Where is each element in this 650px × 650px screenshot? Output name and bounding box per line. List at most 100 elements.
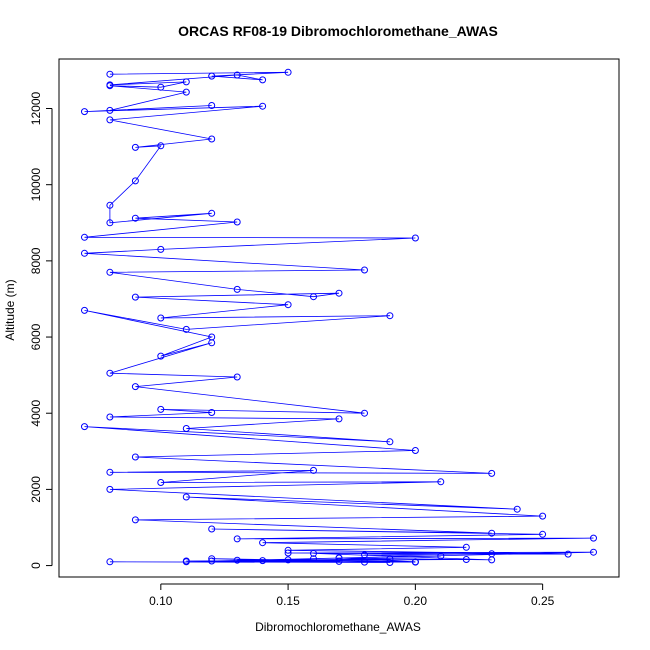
- data-point: [462, 556, 470, 563]
- data-point: [208, 102, 216, 109]
- data-point: [411, 234, 419, 242]
- data-point: [157, 142, 165, 150]
- data-point: [106, 70, 114, 78]
- data-point: [335, 554, 343, 562]
- data-point: [81, 249, 88, 257]
- y-tick-label: 10000: [29, 168, 43, 202]
- data-point: [411, 558, 419, 566]
- data-point: [208, 339, 216, 347]
- data-point: [182, 493, 190, 501]
- data-point: [462, 543, 470, 551]
- data-point: [157, 245, 165, 253]
- data-point: [106, 219, 114, 227]
- data-point: [361, 551, 368, 559]
- data-point: [106, 558, 114, 566]
- data-point: [386, 438, 394, 446]
- data-point: [539, 530, 547, 538]
- data-point: [157, 479, 165, 486]
- y-axis: 0 2000 4000 6000 8000 10000 12000: [29, 92, 53, 569]
- data-point: [131, 453, 139, 461]
- data-point: [564, 550, 572, 558]
- data-point: [335, 415, 343, 423]
- data-point: [361, 266, 368, 274]
- data-point: [335, 557, 343, 565]
- y-tick-label: 4000: [29, 400, 43, 427]
- series-layer: [81, 68, 597, 566]
- data-point: [131, 177, 139, 185]
- data-point: [131, 516, 139, 524]
- data-point: [106, 201, 114, 209]
- data-point: [386, 555, 394, 563]
- data-point: [106, 413, 114, 421]
- x-tick-label: 0.25: [531, 594, 555, 608]
- data-point: [208, 135, 216, 143]
- data-point: [335, 289, 343, 297]
- data-point: [157, 405, 165, 413]
- data-point: [81, 306, 88, 314]
- data-point: [386, 559, 394, 566]
- data-point: [259, 539, 267, 547]
- data-point: [208, 209, 216, 217]
- y-tick-label: 2000: [29, 476, 43, 503]
- data-point: [182, 558, 190, 566]
- data-point: [131, 293, 139, 301]
- data-point: [361, 558, 368, 566]
- data-point: [131, 143, 139, 151]
- data-point: [513, 505, 521, 513]
- y-tick-label: 8000: [29, 247, 43, 274]
- data-point: [106, 369, 114, 377]
- data-point: [284, 549, 292, 557]
- data-point: [310, 555, 317, 563]
- data-point: [310, 293, 317, 301]
- data-point: [411, 447, 419, 454]
- data-point: [386, 312, 394, 320]
- data-point: [284, 556, 292, 564]
- data-point: [157, 83, 165, 91]
- data-point: [488, 550, 496, 558]
- data-point: [233, 218, 241, 226]
- data-point: [106, 268, 114, 276]
- x-axis-label: Dibromochloromethane_AWAS: [255, 620, 421, 634]
- data-point: [131, 214, 139, 222]
- x-tick-label: 0.20: [404, 594, 428, 608]
- data-point: [157, 352, 165, 360]
- data-point: [208, 72, 216, 80]
- data-point: [437, 478, 445, 486]
- y-tick-label: 6000: [29, 323, 43, 350]
- data-point: [233, 373, 241, 381]
- x-axis: 0.10 0.15 0.20 0.25: [149, 583, 555, 608]
- data-point: [81, 233, 88, 241]
- data-point: [539, 512, 547, 520]
- x-tick-label: 0.15: [276, 594, 300, 608]
- data-point: [361, 409, 368, 417]
- data-point: [284, 301, 292, 309]
- data-point: [259, 76, 267, 84]
- y-tick-label: 12000: [29, 92, 43, 126]
- data-point: [233, 535, 241, 543]
- data-point: [157, 314, 165, 322]
- data-point: [208, 557, 216, 565]
- data-point: [106, 485, 114, 493]
- data-point: [284, 546, 292, 554]
- y-axis-label: Altitude (m): [3, 279, 17, 340]
- data-point: [488, 469, 496, 477]
- data-point: [259, 557, 267, 565]
- data-point: [233, 556, 241, 564]
- data-point: [233, 71, 241, 79]
- data-point: [208, 409, 216, 416]
- data-point: [81, 108, 88, 116]
- data-point: [208, 525, 216, 533]
- data-point: [488, 529, 496, 537]
- data-point: [437, 552, 445, 560]
- data-point: [590, 548, 597, 556]
- data-point: [81, 423, 88, 431]
- data-point: [106, 106, 114, 114]
- series-line: [84, 71, 594, 563]
- data-point: [182, 78, 190, 86]
- data-point: [233, 285, 241, 293]
- data-point: [310, 549, 317, 557]
- y-tick-label: 0: [29, 562, 43, 569]
- data-point: [131, 383, 139, 391]
- data-point: [310, 466, 317, 474]
